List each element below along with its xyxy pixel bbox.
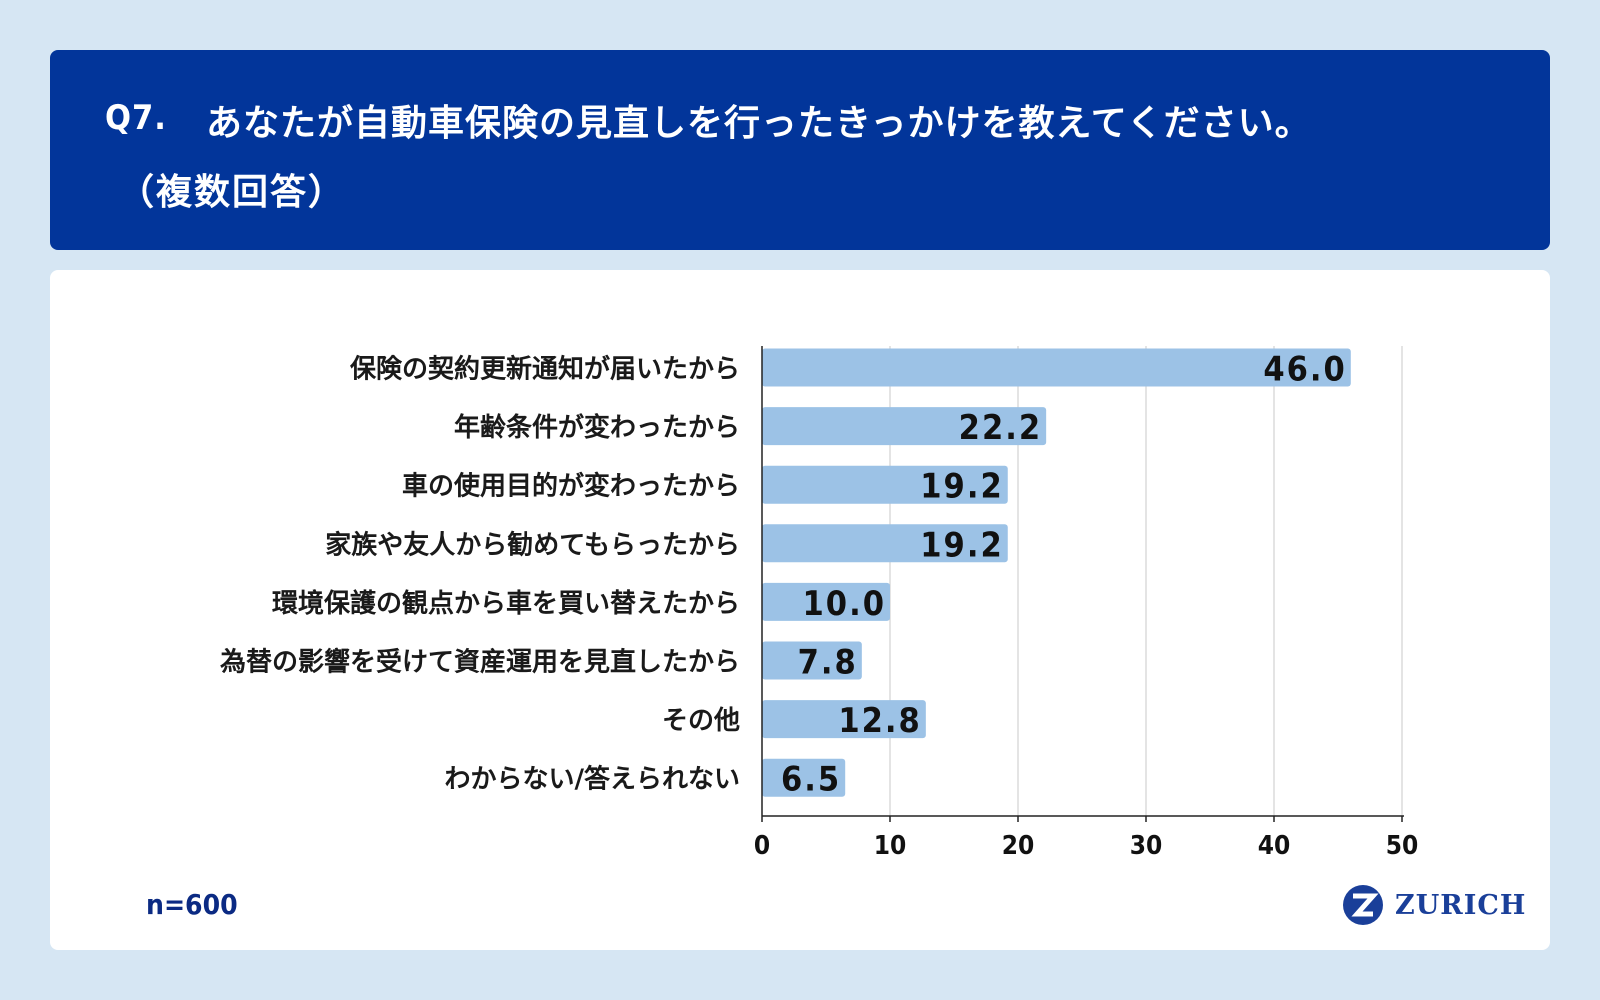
brand-name: ZURICH: [1395, 889, 1527, 921]
bar-0: [762, 348, 1351, 387]
bar-value-label-6: 12.8: [838, 701, 921, 741]
category-label-1: 年齢条件が変わったから: [454, 412, 740, 443]
x-tick-label-10: 10: [874, 831, 907, 861]
bar-value-label-5: 7.8: [798, 643, 858, 683]
bar-value-label-4: 10.0: [803, 584, 886, 624]
sample-size-label: n=600: [146, 888, 238, 921]
category-label-4: 環境保護の観点から車を買い替えたから: [272, 588, 740, 619]
bar-7: [762, 758, 846, 797]
x-tick-label-50: 50: [1386, 831, 1419, 861]
category-label-2: 車の使用目的が変わったから: [402, 471, 740, 502]
question-subtitle: （複数回答）: [118, 172, 347, 213]
category-label-3: 家族や友人から勧めてもらったから: [325, 529, 740, 560]
bar-1: [762, 407, 1047, 446]
bar-4: [762, 582, 890, 621]
x-tick-label-30: 30: [1130, 831, 1163, 861]
category-label-0: 保険の契約更新通知が届いたから: [349, 354, 740, 385]
question-header: Q7. あなたが自動車保険の見直しを行ったきっかけを教えてください。 （複数回答…: [50, 50, 1550, 250]
x-tick-label-0: 0: [754, 831, 770, 861]
bar-6: [762, 700, 926, 739]
category-label-6: その他: [662, 706, 740, 736]
bar-5: [762, 641, 862, 680]
bar-2: [762, 465, 1008, 504]
bar-value-label-0: 46.0: [1263, 350, 1346, 390]
bar-3: [762, 524, 1008, 563]
x-tick-label-20: 20: [1002, 831, 1035, 861]
bar-value-label-3: 19.2: [920, 525, 1003, 565]
bar-value-label-1: 22.2: [959, 408, 1042, 448]
x-tick-label-40: 40: [1258, 831, 1291, 861]
zurich-z-icon: [1343, 885, 1383, 925]
question-number: Q7.: [105, 98, 167, 138]
question-text: あなたが自動車保険の見直しを行ったきっかけを教えてください。: [206, 103, 1312, 144]
chart-card: 46.0 保険の契約更新通知が届いたから 22.2 年齢条件が変わったから 19.2 車の…: [50, 270, 1550, 950]
bar-value-label-2: 19.2: [920, 467, 1003, 507]
bar-value-label-7: 6.5: [781, 760, 841, 800]
category-label-5: 為替の影響を受けて資産運用を見直したから: [220, 647, 740, 678]
bar-chart: 46.0 保険の契約更新通知が届いたから 22.2 年齢条件が変わったから 19.2 車の…: [220, 346, 1419, 861]
category-label-7: わからない/答えられない: [445, 764, 741, 795]
zurich-logo: ZURICH: [1343, 882, 1526, 928]
